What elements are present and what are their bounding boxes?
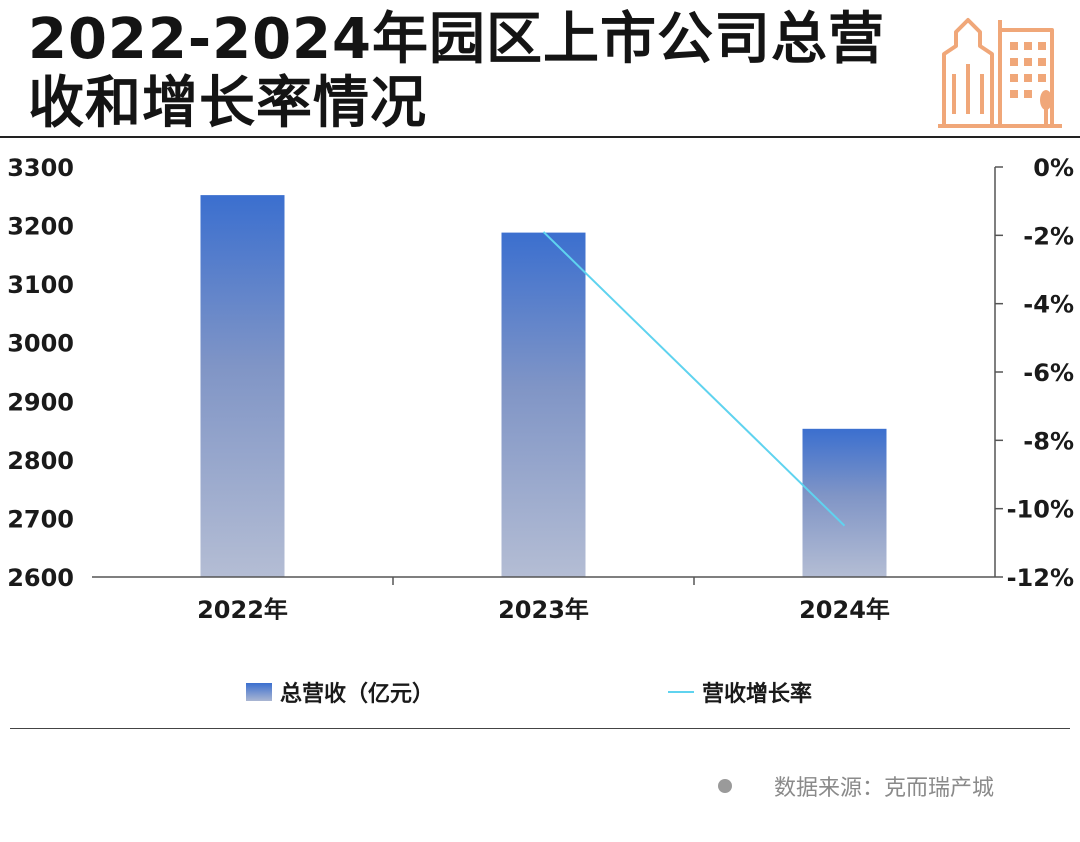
left-tick-label: 3200: [7, 213, 74, 241]
data-source: 数据来源：克而瑞产城: [718, 770, 994, 802]
legend-line-swatch: [668, 691, 694, 693]
right-tick-label: 0%: [1033, 154, 1074, 182]
bar-series: [200, 195, 887, 577]
data-source-text: 数据来源：克而瑞产城: [774, 776, 995, 801]
line-series: [542, 231, 846, 527]
left-tick-label: 3100: [7, 271, 74, 299]
x-tick-label: 2024年: [799, 596, 890, 620]
right-tick-label: -2%: [1023, 222, 1074, 250]
x-tick-label: 2023年: [498, 596, 589, 620]
x-axis-labels: 2022年 2023年 2024年: [197, 577, 890, 620]
right-tick-label: -6%: [1023, 359, 1074, 387]
legend-line-label: 营收增长率: [702, 682, 813, 707]
right-tick-label: -10%: [1007, 496, 1074, 524]
right-tick-label: -4%: [1023, 291, 1074, 319]
revenue-growth-chart: 2600 2700 2800 2900 3000 3100 3200 3300 0% -2% -4…: [7, 154, 1074, 620]
right-axis-ticks: 0% -2% -4% -6% -8% -10% -12%: [995, 154, 1074, 592]
left-tick-label: 3300: [7, 154, 74, 182]
title-line-2: 收和增长率情况: [28, 71, 427, 136]
left-tick-label: 2600: [7, 564, 74, 592]
bullet-dot-icon: [718, 779, 732, 793]
legend-bar-swatch: [246, 683, 272, 701]
right-tick-label: -12%: [1007, 564, 1074, 592]
title-divider: [0, 136, 1080, 138]
footer-divider: [10, 728, 1070, 729]
city-buildings-icon: [938, 8, 1062, 130]
bar-2022年: [200, 195, 285, 577]
bar-2024年: [802, 428, 887, 577]
right-tick-label: -8%: [1023, 427, 1074, 455]
left-axis-ticks: 2600 2700 2800 2900 3000 3100 3200 3300: [7, 154, 74, 592]
growth-rate-line: [542, 231, 846, 527]
left-tick-label: 2900: [7, 388, 74, 416]
legend-bar-label: 总营收（亿元）: [280, 682, 435, 707]
left-tick-label: 3000: [7, 330, 74, 358]
title-line-1: 2022-2024年园区上市公司总营: [28, 7, 885, 72]
bar-2023年: [501, 232, 586, 577]
legend-line-item: 营收增长率: [668, 676, 812, 708]
left-tick-label: 2700: [7, 505, 74, 533]
x-tick-label: 2022年: [197, 596, 288, 620]
left-tick-label: 2800: [7, 447, 74, 475]
legend-bar-item: 总营收（亿元）: [246, 676, 434, 708]
page-title: 2022-2024年园区上市公司总营 收和增长率情况: [28, 8, 928, 136]
